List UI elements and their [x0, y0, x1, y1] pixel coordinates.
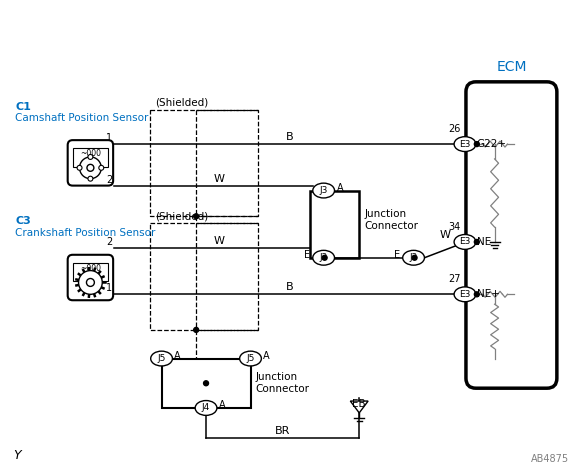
- Text: W: W: [214, 236, 224, 246]
- Text: B: B: [286, 282, 294, 292]
- Text: NE-: NE-: [477, 237, 495, 247]
- FancyBboxPatch shape: [68, 140, 113, 185]
- Bar: [150, 223, 258, 330]
- Circle shape: [194, 327, 198, 333]
- Text: C3: C3: [15, 216, 31, 226]
- Text: 27: 27: [448, 274, 460, 284]
- Text: J5: J5: [247, 354, 255, 363]
- Ellipse shape: [454, 235, 476, 249]
- Text: Junction
Connector: Junction Connector: [364, 210, 418, 231]
- Text: (Shielded): (Shielded): [154, 97, 208, 107]
- Text: E3: E3: [459, 237, 471, 246]
- Ellipse shape: [454, 287, 476, 302]
- Text: B: B: [286, 132, 294, 142]
- Text: 1: 1: [106, 133, 112, 143]
- Text: 2: 2: [106, 175, 112, 184]
- Circle shape: [322, 255, 327, 260]
- Circle shape: [204, 381, 208, 385]
- Text: AB4875: AB4875: [531, 455, 569, 464]
- Text: Crankshaft Position Sensor: Crankshaft Position Sensor: [15, 228, 156, 238]
- Circle shape: [194, 214, 198, 219]
- Text: E: E: [394, 250, 400, 260]
- Bar: [310, 191, 359, 258]
- Bar: [73, 263, 108, 281]
- Circle shape: [99, 166, 104, 170]
- Text: NE+: NE+: [477, 289, 500, 299]
- Text: J3: J3: [319, 186, 328, 195]
- Text: ECM: ECM: [496, 60, 527, 74]
- Ellipse shape: [403, 250, 424, 265]
- Text: A: A: [336, 183, 343, 193]
- Ellipse shape: [239, 351, 261, 366]
- Text: J4: J4: [202, 403, 210, 412]
- Text: 26: 26: [448, 124, 460, 134]
- Text: BR: BR: [275, 426, 291, 436]
- Polygon shape: [350, 401, 368, 413]
- Text: Camshaft Position Sensor: Camshaft Position Sensor: [15, 114, 149, 123]
- FancyBboxPatch shape: [68, 255, 113, 300]
- Text: A: A: [219, 400, 225, 410]
- Ellipse shape: [454, 137, 476, 151]
- Circle shape: [412, 255, 417, 260]
- FancyBboxPatch shape: [466, 82, 557, 388]
- Text: ~000: ~000: [80, 149, 101, 158]
- Text: J2: J2: [319, 253, 328, 262]
- Text: W: W: [214, 174, 224, 184]
- Text: Y: Y: [14, 449, 21, 462]
- Text: EB: EB: [352, 399, 366, 409]
- Text: W: W: [440, 230, 451, 240]
- Circle shape: [86, 279, 95, 287]
- Circle shape: [77, 166, 82, 170]
- Text: Junction
Connector: Junction Connector: [255, 372, 309, 394]
- Text: G22+: G22+: [477, 139, 507, 149]
- Ellipse shape: [151, 351, 173, 366]
- Text: J2: J2: [410, 253, 418, 262]
- Text: A: A: [264, 350, 270, 360]
- Text: J5: J5: [157, 354, 166, 363]
- Ellipse shape: [195, 401, 217, 415]
- Text: (Shielded): (Shielded): [154, 211, 208, 221]
- Text: 1: 1: [106, 283, 112, 293]
- Text: E3: E3: [459, 290, 471, 299]
- Circle shape: [474, 239, 480, 245]
- Text: E3: E3: [459, 140, 471, 149]
- Circle shape: [87, 164, 94, 171]
- Bar: [73, 148, 108, 167]
- Circle shape: [474, 141, 480, 147]
- Circle shape: [474, 292, 480, 297]
- Ellipse shape: [313, 250, 335, 265]
- Text: A: A: [174, 350, 181, 360]
- Circle shape: [88, 155, 93, 159]
- Ellipse shape: [313, 183, 335, 198]
- Text: ~000: ~000: [80, 264, 101, 273]
- Text: E: E: [303, 250, 310, 260]
- Circle shape: [79, 271, 102, 294]
- Text: 34: 34: [448, 222, 460, 232]
- Circle shape: [80, 157, 102, 179]
- Text: C1: C1: [15, 102, 31, 112]
- Bar: [161, 359, 251, 408]
- Bar: [150, 110, 258, 216]
- Circle shape: [88, 176, 93, 181]
- Text: 2: 2: [106, 237, 112, 247]
